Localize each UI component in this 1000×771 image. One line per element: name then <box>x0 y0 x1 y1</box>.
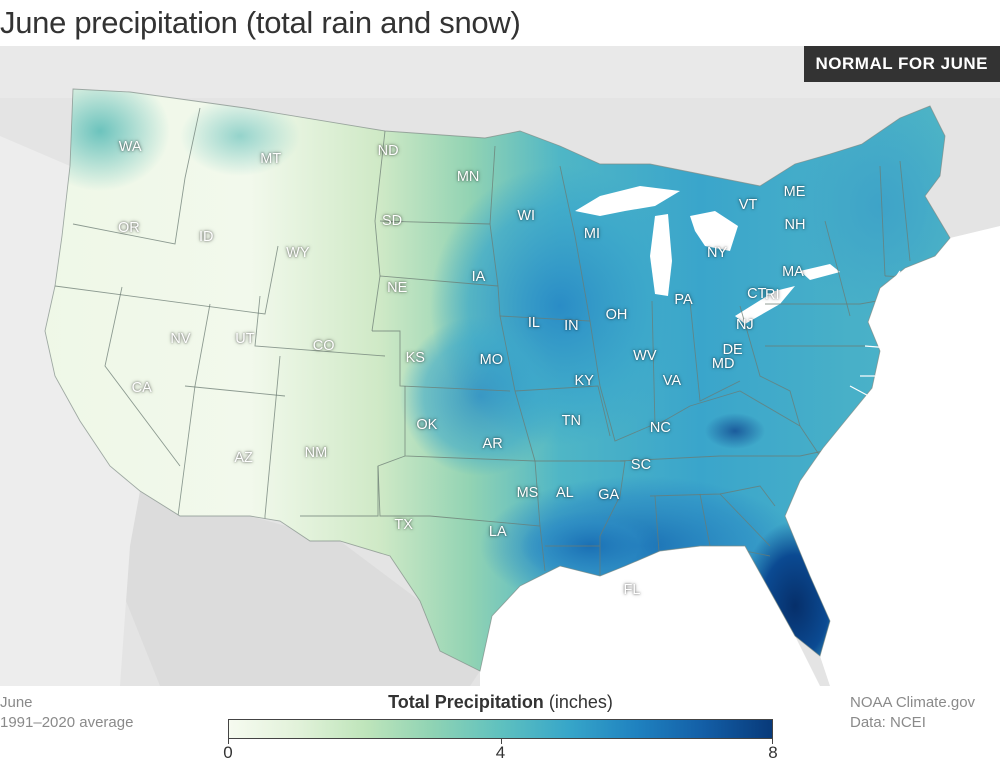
state-label-wi: WI <box>517 208 536 225</box>
state-label-me: ME <box>783 184 806 201</box>
state-label-sd: SD <box>381 212 403 229</box>
state-label-vt: VT <box>738 197 758 214</box>
state-label-pa: PA <box>674 291 693 308</box>
state-label-nv: NV <box>170 331 191 348</box>
state-label-wa: WA <box>118 138 142 155</box>
state-label-wv: WV <box>633 347 657 364</box>
period-average: 1991–2020 average <box>0 714 134 731</box>
state-label-or: OR <box>117 220 140 237</box>
state-label-ut: UT <box>235 331 255 348</box>
legend-title-unit: (inches) <box>548 692 613 712</box>
state-label-tn: TN <box>561 412 581 429</box>
state-label-ma: MA <box>782 263 804 280</box>
state-label-mo: MO <box>479 352 504 369</box>
state-label-ia: IA <box>471 268 486 285</box>
legend-title-bold: Total Precipitation <box>388 692 544 712</box>
normal-for-june-badge: NORMAL FOR JUNE <box>803 46 1000 82</box>
state-label-mn: MN <box>456 169 480 186</box>
state-label-wy: WY <box>286 244 310 261</box>
state-label-ks: KS <box>405 350 425 366</box>
legend-color-bar <box>228 719 773 739</box>
map-panel[interactable]: NORMAL FOR JUNE WA OR CA NV ID MT WY UT AZ CO NM ND… <box>0 46 1000 686</box>
state-label-tx: TX <box>394 517 413 534</box>
state-label-nj: NJ <box>735 317 754 334</box>
state-label-nd: ND <box>377 143 399 160</box>
state-label-ca: CA <box>131 380 152 397</box>
state-label-sc: SC <box>630 456 652 473</box>
state-label-mt: MT <box>260 151 282 168</box>
state-label-id: ID <box>199 229 214 246</box>
state-label-in: IN <box>564 317 579 334</box>
state-label-md: MD <box>711 356 735 373</box>
state-label-nh: NH <box>784 216 806 233</box>
legend-tick-label: 4 <box>495 743 506 762</box>
state-label-ne: NE <box>387 280 408 297</box>
credit-data: Data: NCEI <box>850 714 926 731</box>
state-label-nc: NC <box>649 419 671 436</box>
period-month: June <box>0 694 33 711</box>
state-label-oh: OH <box>605 306 628 323</box>
credits: NOAA Climate.gov Data: NCEI <box>850 693 1000 733</box>
state-label-ok: OK <box>416 417 438 434</box>
state-label-de: DE <box>722 342 743 359</box>
legend-tick-label: 0 <box>223 743 233 762</box>
legend-tick-label: 8 <box>768 743 778 762</box>
legend-title: Total Precipitation (inches) <box>228 692 773 713</box>
state-label-ky: KY <box>574 373 594 390</box>
state-label-az: AZ <box>234 449 253 466</box>
state-label-ny: NY <box>707 244 728 261</box>
credit-source: NOAA Climate.gov <box>850 694 976 711</box>
state-label-mi: MI <box>583 226 601 243</box>
period-note: June 1991–2020 average <box>0 693 133 733</box>
legend-tick-mark <box>228 739 229 744</box>
state-label-il: IL <box>527 315 540 332</box>
state-label-va: VA <box>662 373 682 390</box>
state-label-al: AL <box>556 484 574 501</box>
state-label-co: CO <box>312 338 335 355</box>
legend-tick-mark <box>772 739 773 744</box>
state-label-la: LA <box>488 524 507 540</box>
state-label-ga: GA <box>598 486 620 503</box>
legend-tick-mark <box>500 739 502 744</box>
map-title: June precipitation (total rain and snow) <box>0 5 521 40</box>
state-label-ar: AR <box>482 435 503 452</box>
state-label-ms: MS <box>516 484 539 501</box>
state-label-ri: RI <box>765 287 780 304</box>
state-label-fl: FL <box>623 582 641 598</box>
state-label-nm: NM <box>304 445 328 462</box>
state-label-ct: CT <box>747 285 767 302</box>
